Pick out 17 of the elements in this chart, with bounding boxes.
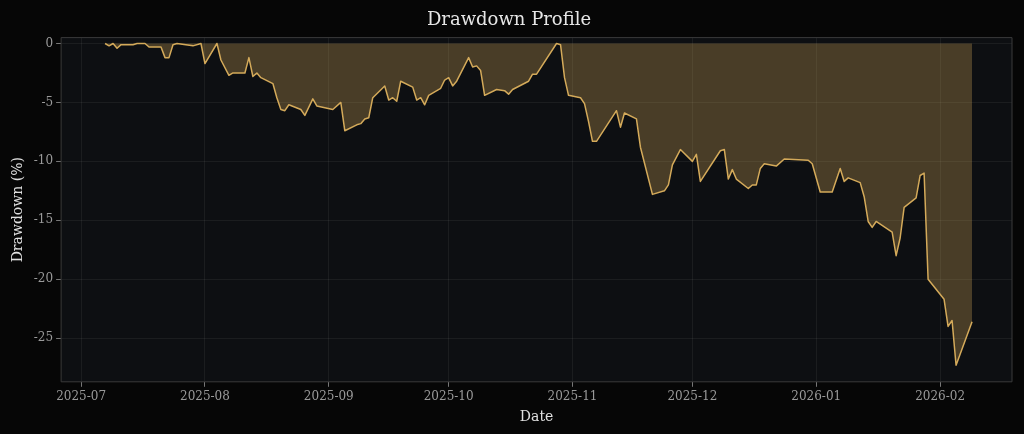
chart-title: Drawdown Profile xyxy=(426,8,592,30)
x-tick-label: 2025-09 xyxy=(303,389,354,404)
x-tick-label: 2026-01 xyxy=(791,389,842,404)
x-tick-label: 2026-02 xyxy=(915,389,966,404)
y-tick-label: -25 xyxy=(33,330,54,345)
y-tick-label: -10 xyxy=(33,153,54,168)
y-tick-label: -20 xyxy=(33,271,54,286)
y-tick-label: 0 xyxy=(45,35,54,50)
y-axis-title: Drawdown (%) xyxy=(9,157,26,263)
x-tick-label: 2025-08 xyxy=(180,389,230,404)
x-tick-label: 2025-12 xyxy=(667,389,718,404)
y-tick-label: -15 xyxy=(33,212,54,227)
x-tick-label: 2025-11 xyxy=(547,389,598,404)
y-tick-label: -5 xyxy=(41,94,54,109)
x-tick-label: 2025-07 xyxy=(56,389,107,404)
x-axis-title: Date xyxy=(519,408,554,425)
x-tick-label: 2025-10 xyxy=(423,389,474,404)
